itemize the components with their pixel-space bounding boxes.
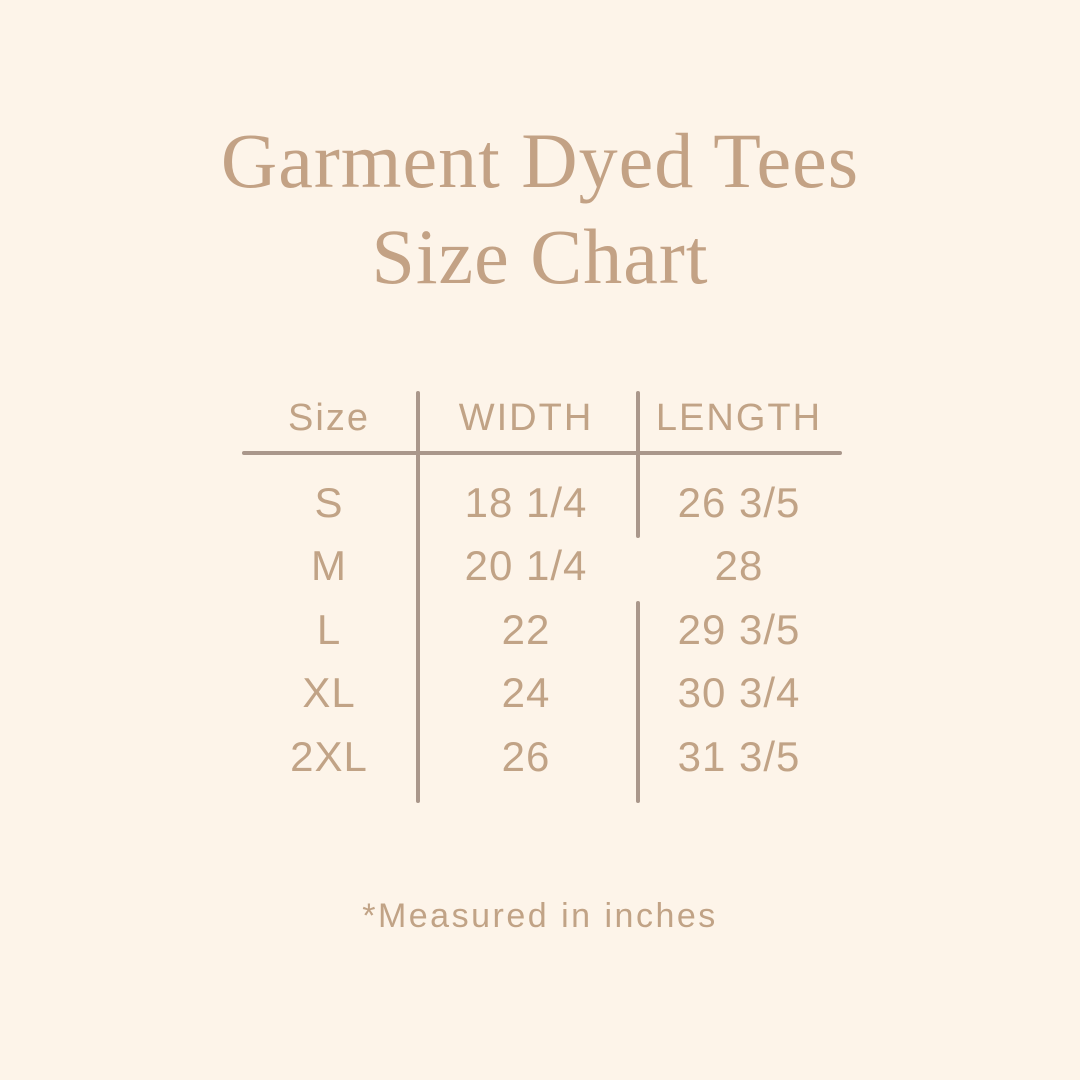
size-label: 2XL <box>290 732 368 780</box>
width-value: 18 1/4 <box>464 478 588 526</box>
width-value: 20 1/4 <box>464 542 588 590</box>
length-value: 28 <box>714 542 764 590</box>
page-title-line-2: Size Chart <box>371 213 709 300</box>
table-header-rule <box>242 451 842 455</box>
column-header-length: LENGTH <box>655 396 823 439</box>
table-divider-width-length-lower <box>636 601 640 803</box>
size-table-header: Size WIDTH LENGTH <box>242 385 842 451</box>
column-header-size: Size <box>288 396 370 439</box>
length-value: 26 3/5 <box>677 478 801 526</box>
length-value: 29 3/5 <box>677 605 801 653</box>
page-title-line-1: Garment Dyed Tees <box>220 117 860 204</box>
width-value: 22 <box>501 605 551 653</box>
column-header-width: WIDTH <box>458 396 594 439</box>
size-label: S <box>314 478 344 526</box>
size-label: XL <box>302 669 356 717</box>
size-label: L <box>316 605 342 653</box>
length-value: 30 3/4 <box>677 669 801 717</box>
size-table-body: S 18 1/4 26 3/5 M 20 1/4 28 L 22 29 3/5 … <box>242 471 842 789</box>
size-label: M <box>311 542 347 590</box>
page-title: Garment Dyed Tees Size Chart <box>0 113 1080 305</box>
width-value: 24 <box>501 669 551 717</box>
measurement-note: *Measured in inches <box>362 897 718 935</box>
table-divider-size-width <box>416 391 420 803</box>
table-divider-width-length-upper <box>636 391 640 538</box>
length-value: 31 3/5 <box>677 732 801 780</box>
width-value: 26 <box>501 732 551 780</box>
